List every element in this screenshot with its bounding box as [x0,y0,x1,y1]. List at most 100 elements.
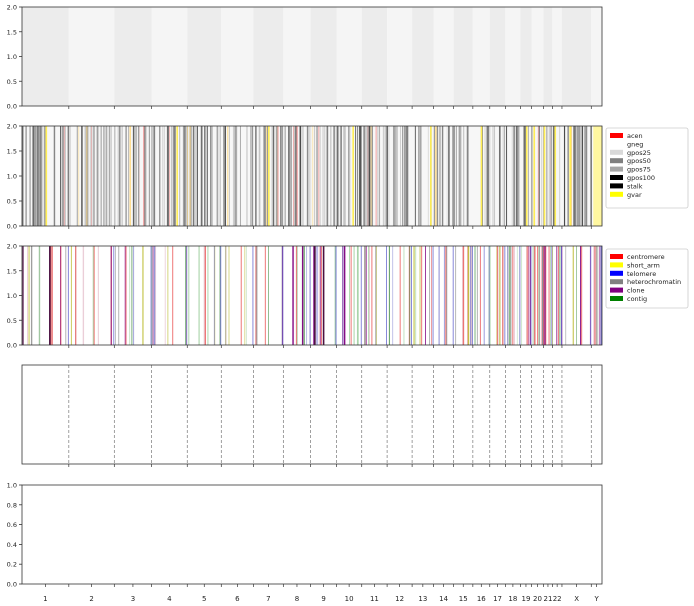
chromosome-label-Y: Y [594,595,600,603]
chromosome-shading-ytick-label: 2.0 [7,4,17,12]
panel-cytobands: 0.0 0.5 1.0 1.5 2.0 [7,123,603,231]
cytoband-gvar-y [593,126,602,226]
chromosome-label-21: 21 [543,595,552,603]
shade-chr3 [114,7,152,106]
legend-swatch-gpos25 [610,149,623,155]
features-ytick-label: 2.0 [7,243,17,251]
legend-label-gvar: gvar [627,191,642,199]
chromosome-shading-ytick-label: 0.5 [7,78,17,86]
shade-chr8 [283,7,311,106]
chromosome-label-1: 1 [43,595,47,603]
chromosome-tick-labels: 1 2 3 4 5 6 7 8 9 10 11 12 13 14 15 16 17 18 19 20 21 22 X Y [43,584,600,603]
legend-frame [605,248,689,309]
shade-chr19 [520,7,532,106]
cytobands-ytick-label: 2.0 [7,123,17,131]
legend-swatch-gpos100 [610,175,623,180]
empty-axis-ytick-label: 0.6 [7,521,17,529]
shade-chr13 [412,7,434,106]
shade-chr16 [472,7,490,106]
legend-swatch-clone [610,287,623,293]
cytobands-ytick-label: 1.0 [7,173,17,181]
features-ytick-label: 0.0 [7,342,17,350]
cytobands-ytick-label: 0.0 [7,223,17,231]
features-ytick-label: 1.5 [7,267,17,275]
chromosome-label-7: 7 [266,595,270,603]
legend-swatch-centromere [610,254,623,259]
legend-label-gpos75: gpos75 [627,166,651,174]
chromosome-label-9: 9 [321,595,325,603]
chromosome-label-22: 22 [553,595,562,603]
legend-label-clone: clone [627,287,644,295]
legend-swatch-acen [610,133,623,138]
legend-swatch-gneg [609,140,624,147]
features-frame [21,245,603,346]
shade-chr9 [310,7,337,106]
chromosome-label-20: 20 [533,595,542,603]
shade-chr1 [22,7,69,106]
legend-swatch-telomere [610,270,623,276]
cytobands-legend: acengneggpos25gpos50gpos75gpos100stalkgv… [605,127,689,209]
shade-chr10 [336,7,362,106]
legend-swatch-stalk [610,183,623,189]
panel-features: 0.0 0.5 1.0 1.5 2.0 [7,243,603,350]
chromosome-label-17: 17 [493,595,502,603]
chromosome-shading-ytick-label: 1.5 [7,28,17,36]
panel-chromosome-shading: 0.0 0.5 1.0 1.5 2.0 [7,4,603,111]
panel-chromosome-boundaries [21,364,603,467]
shade-chr6 [221,7,254,106]
legend-swatch-gpos75 [610,166,623,172]
legends-layer: acengneggpos25gpos50gpos75gpos100stalkgv… [605,127,689,309]
chromosome-label-8: 8 [295,595,299,603]
chromosome-label-10: 10 [345,595,354,603]
legend-label-gpos100: gpos100 [627,174,655,182]
chromosome-label-15: 15 [459,595,468,603]
panels-layer: 0.0 0.5 1.0 1.5 2.0 0.0 0.5 1.0 1.5 2.0 0.0 0.5 1.0 1… [7,4,603,589]
chromosome-label-11: 11 [370,595,379,603]
shade-chr4 [151,7,188,106]
shade-chr14 [433,7,454,106]
chromosome-label-5: 5 [202,595,206,603]
legend-label-short_arm: short_arm [627,261,660,269]
legend-label-gneg: gneg [627,140,643,148]
features-ytick-label: 0.5 [7,317,17,325]
shade-chr17 [489,7,506,106]
legend-swatch-gpos50 [610,158,623,164]
legend-label-stalk: stalk [627,182,643,190]
cytobands-ytick-label: 1.5 [7,148,17,156]
shade-chr20 [531,7,544,106]
chromosome-label-4: 4 [167,595,172,603]
shade-chr22 [552,7,562,106]
cytobands-ytick-label: 0.5 [7,198,17,206]
chromosome-label-16: 16 [477,595,486,603]
legend-label-telomere: telomere [627,270,656,278]
legend-label-gpos25: gpos25 [627,149,651,157]
legend-swatch-heterochromatin [610,279,623,285]
features-legend: centromereshort_armtelomereheterochromat… [605,248,689,309]
chromosome-label-12: 12 [395,595,404,603]
shade-chr21 [543,7,553,106]
features-ytick-label: 1.0 [7,292,17,300]
legend-label-gpos50: gpos50 [627,157,651,165]
panel-empty-axis: 0.0 0.2 0.4 0.6 0.8 1.0 [7,482,603,589]
empty-axis-ytick-label: 0.0 [7,581,17,589]
chromosome-label-3: 3 [131,595,135,603]
legend-label-acen: acen [627,132,643,140]
empty-axis-ytick-label: 1.0 [7,482,17,490]
empty-axis-ytick-label: 0.8 [7,501,17,509]
chromosome-shading-ytick-label: 0.0 [7,103,17,111]
chromosome-label-2: 2 [89,595,93,603]
chromosome-label-19: 19 [521,595,530,603]
chromosome-shading-ytick-label: 1.0 [7,53,17,61]
legend-swatch-gvar [610,191,623,197]
legend-swatch-short_arm [610,262,623,268]
chromosome-label-14: 14 [439,595,448,603]
legend-frame [605,127,689,209]
chromosome-boundaries-frame [21,364,603,465]
shade-chr11 [361,7,388,106]
empty-axis-frame [21,484,603,585]
shade-chr7 [253,7,284,106]
chromosome-label-18: 18 [508,595,517,603]
empty-axis-ytick-label: 0.4 [7,541,17,549]
legend-label-heterochromatin: heterochromatin [627,278,681,286]
